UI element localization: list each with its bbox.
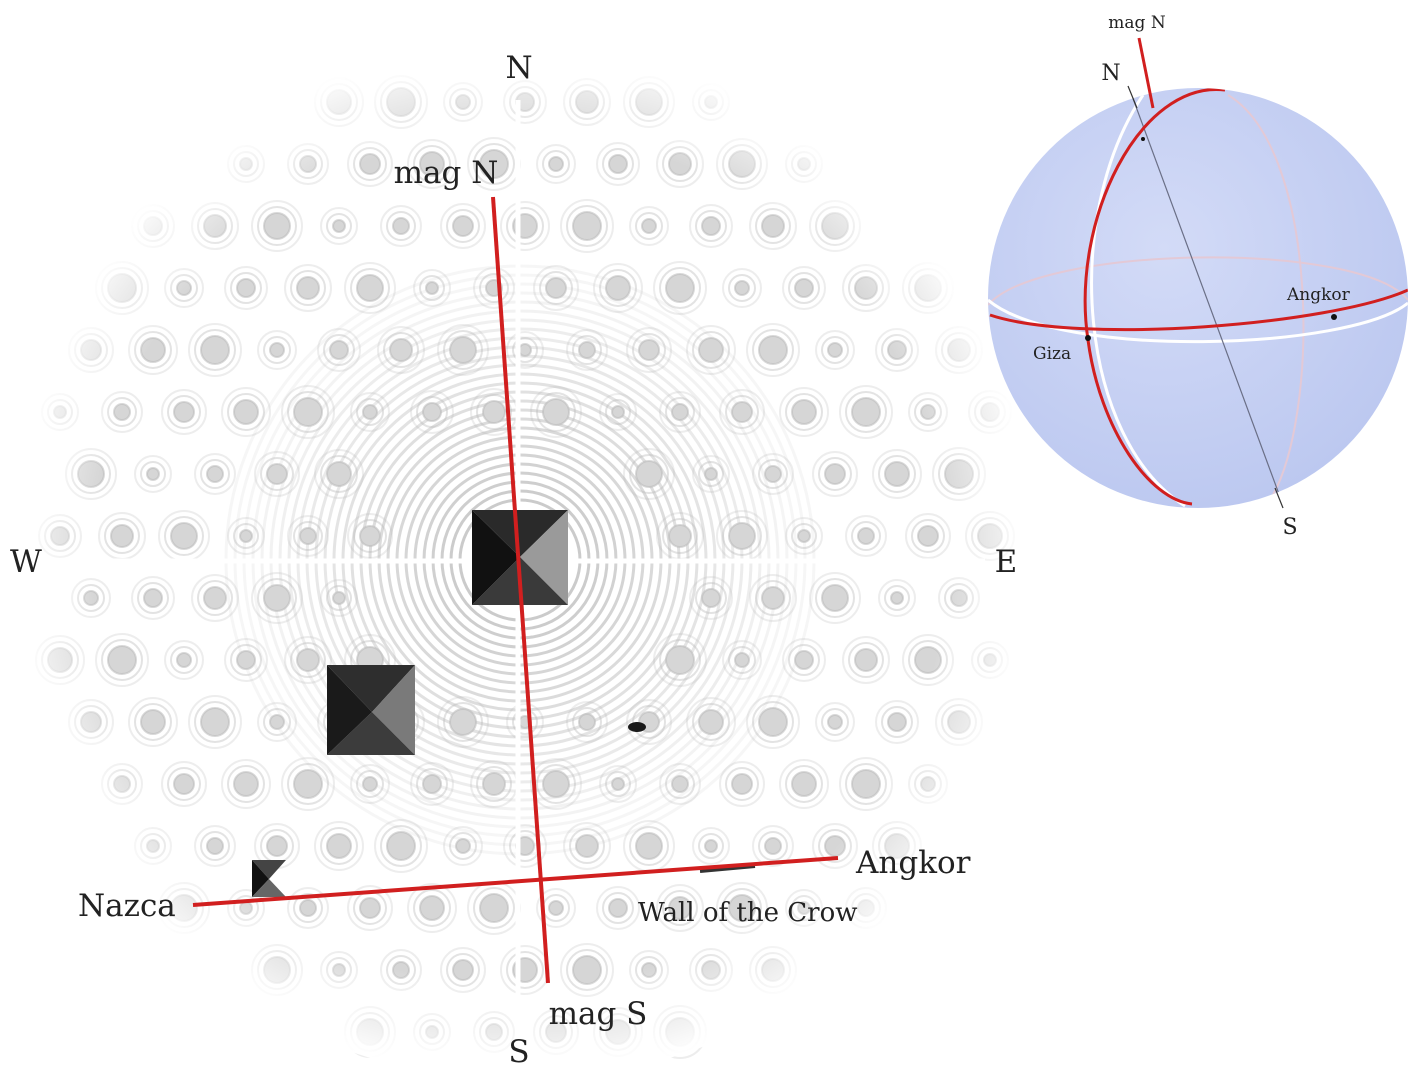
globe-mag-north-label: mag N [1108,13,1166,33]
globe-giza-label: Giza [1033,344,1071,364]
mag-north-stem [1137,37,1155,109]
globe-view: mag N N S Angkor Giza [988,13,1408,540]
nazca-angkor-line [192,856,839,907]
mag-north-label: mag N [394,155,499,191]
wall-of-the-crow-label: Wall of the Crow [638,898,857,928]
wall-of-the-crow-mark [699,864,756,873]
alignment-equator [989,288,1408,332]
reference-equator [988,298,1408,344]
meridian-back [1227,94,1305,501]
north-axis-stem [1127,85,1138,109]
third-pyramid [252,860,286,897]
angkor-point [1331,314,1337,320]
north-pole-point [1141,137,1145,141]
nazca-label: Nazca [78,888,176,924]
globe-south-label: S [1282,515,1297,540]
globe-angkor-label: Angkor [1286,285,1351,305]
alignment-meridian [1083,88,1226,506]
second-pyramid [327,665,415,755]
giza-point [1085,335,1091,341]
magnetic-axis-line [491,196,550,984]
equator-back [988,256,1408,306]
east-label: E [995,544,1018,580]
plan-view: N S W E mag N mag S Nazca Angkor Wall of… [0,40,1040,1066]
mag-south-label: mag S [549,996,648,1032]
globe-sphere [988,88,1408,508]
north-label: N [505,50,532,86]
sphinx-mark [628,722,646,732]
west-label: W [10,544,42,580]
reference-meridian [1090,94,1186,508]
globe-north-label: N [1101,61,1120,86]
south-label: S [508,1034,529,1066]
angkor-label: Angkor [855,845,971,881]
rotation-axis [1127,88,1284,506]
south-axis-stem [1274,487,1284,509]
